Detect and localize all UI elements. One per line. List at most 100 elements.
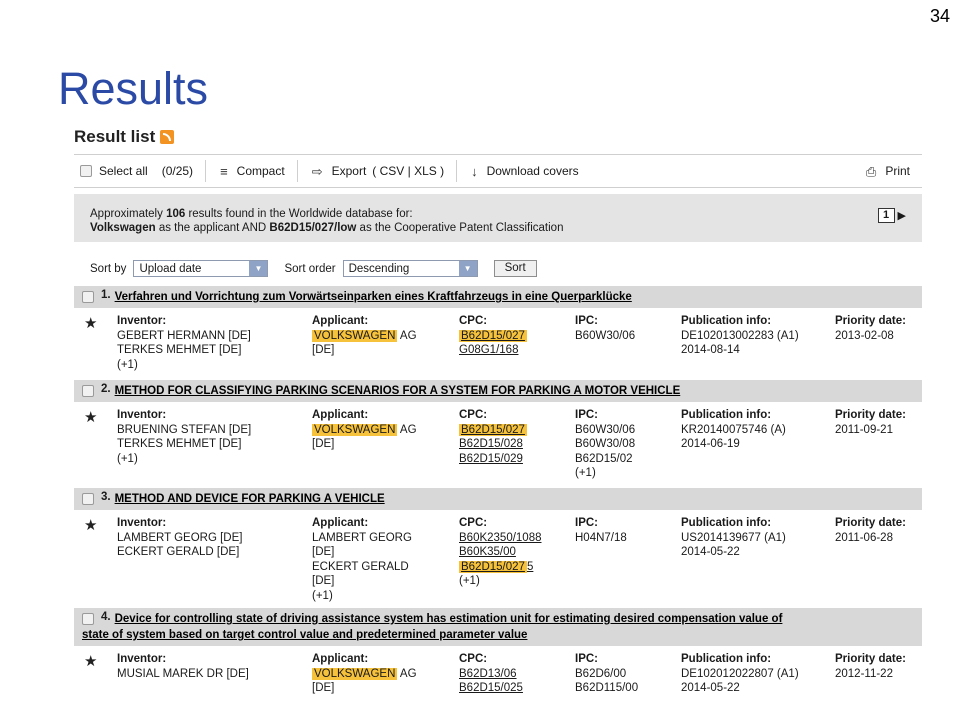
applicant-suffix: AG (397, 329, 417, 342)
inventor-header: Inventor: (117, 315, 167, 327)
cpc-link[interactable]: B62D15/029 (459, 452, 523, 465)
ipc-column: IPC: B60W30/06 (575, 314, 635, 343)
cpc-header: CPC: (459, 315, 488, 327)
publication-date: 2014-05-22 (681, 546, 740, 558)
current-page[interactable]: 1 (877, 208, 895, 223)
cpc-column: CPC: B62D15/027 B62D15/028 B62D15/029 (459, 408, 527, 466)
cpc-link[interactable]: B60K35/00 (459, 546, 516, 558)
cpc-link[interactable]: B62D15/025 (459, 682, 523, 694)
result-header: 4. Device for controlling state of drivi… (74, 608, 922, 646)
print-button[interactable]: ⎙ Print (866, 164, 922, 178)
cpc-link[interactable]: B62D15/028 (459, 438, 523, 450)
star-icon[interactable]: ★ (84, 517, 98, 534)
inventor-name: MUSIAL MAREK DR [DE] (117, 667, 249, 680)
slide-number: 34 (929, 6, 950, 26)
cpc-link[interactable]: B60K2350/1088 (459, 531, 542, 544)
highlighted-term: VOLKSWAGEN (312, 329, 398, 342)
inventor-column: Inventor: BRUENING STEFAN [DE] TERKES ME… (117, 408, 251, 466)
result-header: 2. METHOD FOR CLASSIFYING PARKING SCENAR… (74, 380, 922, 402)
applicant-suffix: AG (397, 667, 417, 680)
search-summary: Approximately 106 results found in the W… (74, 194, 922, 242)
sort-by-select[interactable]: Upload date ▼ (133, 260, 269, 277)
publication-header: Publication info: (681, 653, 772, 665)
export-control[interactable]: ⇨ Export ( CSV | XLS ) (298, 160, 458, 182)
export-formats[interactable]: ( CSV | XLS ) (372, 164, 445, 178)
cpc-link[interactable]: B62D13/06 (459, 667, 517, 680)
cpc-more: (+1) (459, 575, 480, 587)
result-number: 3. (101, 491, 111, 503)
applicant-column: Applicant: LAMBERT GEORG [DE] ECKERT GER… (312, 516, 412, 603)
result-count: 106 (166, 208, 186, 220)
result-title-link-continued[interactable]: state of system based on target control … (82, 629, 528, 641)
inventor-more: (+1) (117, 358, 138, 371)
query-end: as the Cooperative Patent Classification (356, 222, 564, 234)
result-checkbox[interactable] (82, 291, 94, 303)
next-page-icon[interactable]: ▶ (897, 210, 906, 222)
ipc-column: IPC: B62D6/00 B62D115/00 (575, 652, 638, 696)
result-title-link[interactable]: METHOD FOR CLASSIFYING PARKING SCENARIOS… (114, 385, 681, 397)
result-checkbox[interactable] (82, 493, 94, 505)
priority-date: 2011-09-21 (835, 423, 893, 436)
applicant-suffix: AG (397, 423, 417, 436)
cpc-link[interactable]: B62D15/027 (459, 560, 527, 573)
inventor-column: Inventor: MUSIAL MAREK DR [DE] (117, 652, 249, 681)
priority-column: Priority date: 2011-09-21 (835, 408, 906, 437)
sort-button[interactable]: Sort (493, 260, 537, 277)
query-connector: as the applicant AND (155, 222, 270, 234)
publication-date: 2014-06-19 (681, 438, 740, 450)
result-list-header: Result list (74, 124, 922, 150)
applicant-name: LAMBERT GEORG (312, 531, 412, 544)
publication-header: Publication info: (681, 409, 772, 421)
result-title-link[interactable]: METHOD AND DEVICE FOR PARKING A VEHICLE (114, 493, 385, 505)
highlighted-term: VOLKSWAGEN (312, 423, 398, 436)
ipc-code: B62D115/00 (575, 682, 639, 694)
cpc-link[interactable]: B62D15/027 (459, 329, 527, 342)
ipc-more: (+1) (575, 467, 596, 479)
star-icon[interactable]: ★ (84, 315, 98, 332)
inventor-name: ECKERT GERALD [DE] (117, 546, 240, 558)
publication-column: Publication info: DE102012022807 (A1) 20… (681, 652, 799, 696)
publication-header: Publication info: (681, 315, 772, 327)
result-checkbox[interactable] (82, 613, 94, 625)
ipc-header: IPC: (575, 409, 598, 421)
cpc-link-suffix[interactable]: 5 (526, 560, 534, 573)
applicant-name: VOLKSWAGEN AG (312, 423, 417, 438)
priority-header: Priority date: (835, 409, 906, 421)
result-item-2: 2. METHOD FOR CLASSIFYING PARKING SCENAR… (74, 380, 922, 488)
summary-suffix: results found in the Worldwide database … (185, 208, 413, 220)
priority-date: 2013-02-08 (835, 329, 894, 342)
star-icon[interactable]: ★ (84, 653, 98, 670)
applicant-country: [DE] (312, 575, 335, 587)
chevron-down-icon: ▼ (249, 261, 268, 276)
inventor-column: Inventor: GEBERT HERMANN [DE] TERKES MEH… (117, 314, 251, 372)
result-header: 1. Verfahren und Vorrichtung zum Vorwärt… (74, 286, 922, 308)
select-all-checkbox[interactable] (80, 165, 92, 177)
ipc-code: B60W30/06 (575, 423, 636, 436)
applicant-name: ECKERT GERALD (312, 560, 409, 573)
sort-order-select[interactable]: Descending ▼ (342, 260, 478, 277)
select-all-control[interactable]: Select all (0/25) (74, 160, 207, 182)
compact-view-button[interactable]: ≡ Compact (206, 160, 298, 182)
rss-icon[interactable] (160, 130, 175, 144)
result-body: ★ Inventor: GEBERT HERMANN [DE] TERKES M… (74, 308, 922, 380)
print-label: Print (885, 164, 910, 178)
download-covers-button[interactable]: ↓ Download covers (457, 160, 591, 182)
result-checkbox[interactable] (82, 385, 94, 397)
pagination: 1 ▶ (877, 208, 906, 223)
highlighted-term: VOLKSWAGEN (312, 667, 398, 680)
ipc-column: IPC: H04N7/18 (575, 516, 627, 545)
result-title-link[interactable]: Device for controlling state of driving … (114, 613, 783, 625)
star-icon[interactable]: ★ (84, 409, 98, 426)
summary-prefix: Approximately (90, 208, 167, 220)
priority-column: Priority date: 2012-11-22 (835, 652, 906, 681)
cpc-link[interactable]: G08G1/168 (459, 344, 519, 356)
result-header: 3. METHOD AND DEVICE FOR PARKING A VEHIC… (74, 488, 922, 510)
result-list-heading: Result list (74, 127, 156, 146)
priority-header: Priority date: (835, 315, 906, 327)
ipc-code: H04N7/18 (575, 531, 627, 544)
result-title-link[interactable]: Verfahren und Vorrichtung zum Vorwärtsei… (114, 291, 632, 303)
cpc-link[interactable]: B62D15/027 (459, 423, 527, 436)
result-item-1: 1. Verfahren und Vorrichtung zum Vorwärt… (74, 286, 922, 380)
applicant-column: Applicant: VOLKSWAGEN AG [DE] (312, 408, 417, 452)
applicant-country: [DE] (312, 438, 335, 450)
